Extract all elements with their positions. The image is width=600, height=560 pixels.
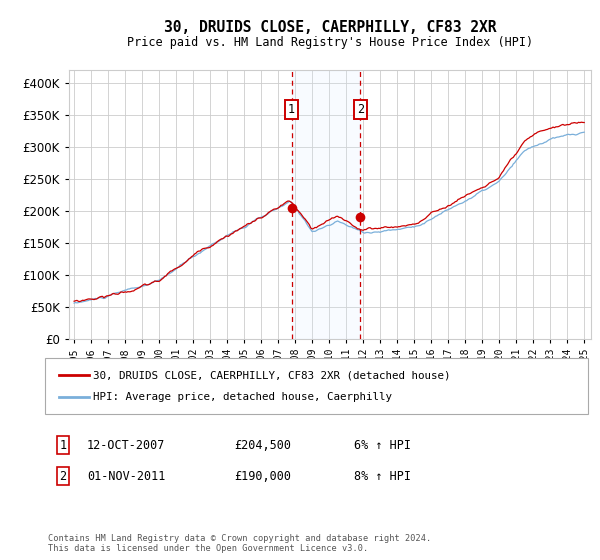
Bar (292, 70, 361, 339)
Text: HPI: Average price, detached house, Caerphilly: HPI: Average price, detached house, Caer… (93, 393, 392, 403)
Text: £204,500: £204,500 (234, 438, 291, 452)
Text: £190,000: £190,000 (234, 469, 291, 483)
Text: 8% ↑ HPI: 8% ↑ HPI (354, 469, 411, 483)
Text: 2: 2 (357, 103, 364, 116)
Text: 12-OCT-2007: 12-OCT-2007 (87, 438, 166, 452)
Text: 2: 2 (59, 469, 67, 483)
Text: Contains HM Land Registry data © Crown copyright and database right 2024.
This d: Contains HM Land Registry data © Crown c… (48, 534, 431, 553)
Text: 30, DRUIDS CLOSE, CAERPHILLY, CF83 2XR (detached house): 30, DRUIDS CLOSE, CAERPHILLY, CF83 2XR (… (93, 370, 451, 380)
Text: Price paid vs. HM Land Registry's House Price Index (HPI): Price paid vs. HM Land Registry's House … (127, 36, 533, 49)
Text: 30, DRUIDS CLOSE, CAERPHILLY, CF83 2XR: 30, DRUIDS CLOSE, CAERPHILLY, CF83 2XR (164, 20, 496, 35)
Text: 1: 1 (288, 103, 295, 116)
Text: 01-NOV-2011: 01-NOV-2011 (87, 469, 166, 483)
Text: 6% ↑ HPI: 6% ↑ HPI (354, 438, 411, 452)
Text: 1: 1 (59, 438, 67, 452)
